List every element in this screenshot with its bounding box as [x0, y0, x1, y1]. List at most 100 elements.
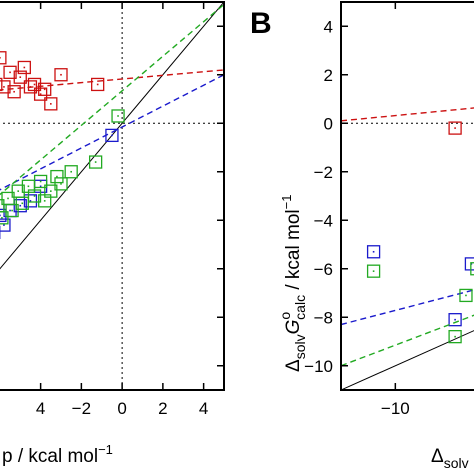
- x-tick-label: 2: [158, 399, 167, 418]
- panel-b: B −10−8−6420−2−4−6−8−10ΔsolvΔsolvGocalc …: [250, 1, 474, 471]
- data-point-center: [39, 185, 42, 188]
- data-point: [459, 288, 473, 303]
- data-point-center: [19, 204, 22, 207]
- x-axis-label: Δsolv: [431, 446, 469, 471]
- data-point-center: [372, 250, 375, 253]
- x-tick-label: 4: [36, 399, 45, 418]
- data-point: [23, 194, 38, 208]
- data-point: [448, 329, 462, 344]
- fit-line: [0, 3, 224, 196]
- data-point-center: [465, 294, 467, 297]
- data-point-center: [111, 134, 113, 137]
- data-point-center: [117, 115, 119, 117]
- data-point: [33, 87, 48, 101]
- series-0: [0, 51, 224, 111]
- data-point: [366, 264, 381, 278]
- data-point: [38, 82, 52, 96]
- data-point-center: [96, 83, 99, 86]
- y-tick-label: −10: [304, 357, 333, 376]
- plot-area: [0, 2, 224, 390]
- fit-line: [0, 69, 224, 91]
- series-1: [341, 245, 474, 327]
- data-point: [0, 77, 3, 92]
- data-point: [111, 109, 125, 123]
- data-point: [15, 196, 29, 210]
- panel-a: 4 −2 0 2 4 p / kcal mol−1: [0, 1, 225, 467]
- data-point-center: [43, 200, 46, 202]
- data-point-center: [43, 88, 46, 91]
- data-point-center: [454, 318, 456, 321]
- x-axis-label-sup: −1: [98, 442, 113, 457]
- data-point: [33, 174, 48, 189]
- data-point-center: [60, 73, 62, 76]
- data-point: [44, 97, 58, 111]
- data-point-center: [39, 93, 42, 95]
- data-point-center: [7, 197, 9, 200]
- data-point: [44, 184, 58, 198]
- data-point: [0, 51, 7, 65]
- data-point-center: [1, 217, 3, 219]
- data-point: [17, 60, 31, 75]
- y-tick-label: 0: [324, 114, 333, 133]
- data-point-center: [33, 195, 36, 197]
- data-point: [64, 165, 78, 179]
- data-point: [54, 177, 68, 191]
- data-point-center: [60, 183, 62, 185]
- x-tick-label: 4: [199, 399, 208, 418]
- x-tick-label: −10: [381, 399, 410, 418]
- data-point-center: [0, 56, 1, 59]
- series-0: [341, 107, 474, 135]
- panel-b-letter: B: [250, 7, 272, 40]
- data-point: [27, 189, 42, 203]
- identity-line: [0, 2, 224, 270]
- data-point-center: [454, 335, 456, 338]
- data-point-center: [33, 83, 36, 86]
- data-point-center: [3, 86, 5, 88]
- data-point-center: [454, 127, 456, 129]
- data-point: [0, 80, 11, 94]
- identity-line: [341, 330, 474, 390]
- data-point-center: [3, 224, 5, 226]
- data-point-center: [19, 76, 22, 78]
- data-point: [7, 85, 21, 99]
- data-point: [23, 80, 38, 94]
- data-point: [0, 218, 11, 232]
- data-point-center: [27, 185, 30, 188]
- data-point-center: [56, 175, 58, 178]
- data-point-center: [13, 90, 15, 93]
- data-point-center: [94, 161, 97, 163]
- data-point: [54, 68, 68, 82]
- y-axis-label: ΔsolvGocalc / kcal mol−1: [277, 195, 308, 372]
- series-2: [0, 3, 224, 225]
- y-tick-label: −4: [314, 211, 333, 230]
- data-point-center: [70, 170, 72, 173]
- data-point-center: [21, 202, 24, 205]
- data-point: [50, 169, 64, 184]
- data-point: [3, 65, 17, 79]
- data-point: [0, 211, 9, 225]
- data-point-center: [50, 103, 52, 105]
- data-point: [0, 199, 5, 213]
- data-point: [448, 313, 462, 327]
- y-tick-label: −2: [314, 163, 333, 182]
- x-tick-label: −2: [72, 399, 91, 418]
- data-point-center: [0, 214, 1, 217]
- data-point-center: [9, 71, 11, 74]
- data-point-center: [11, 209, 13, 212]
- plot-area: [341, 107, 474, 390]
- plot-frame: [340, 1, 474, 391]
- data-point-center: [372, 270, 375, 272]
- data-point: [464, 257, 474, 271]
- data-point-center: [39, 180, 42, 183]
- data-point-center: [17, 190, 20, 192]
- fit-line: [341, 107, 474, 122]
- data-point: [91, 77, 105, 92]
- data-point: [5, 203, 19, 218]
- fit-line: [341, 289, 474, 326]
- plot-frame: [0, 1, 225, 391]
- data-point: [13, 199, 27, 213]
- y-tick-label: 2: [324, 66, 333, 85]
- data-point-center: [50, 190, 52, 192]
- data-point: [448, 121, 462, 135]
